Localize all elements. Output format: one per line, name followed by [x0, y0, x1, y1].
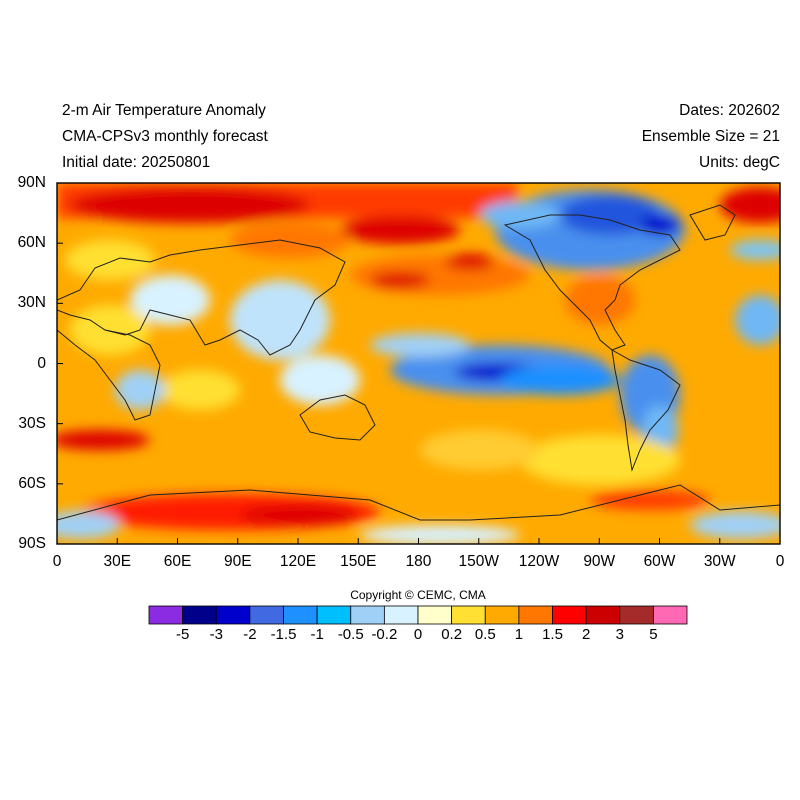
lon-label: 90E [223, 553, 252, 570]
lon-label: 30W [703, 553, 736, 570]
ensemble-size: Ensemble Size = 21 [641, 128, 780, 145]
colorbar-label: -3 [209, 626, 223, 643]
units-label: Units: degC [699, 154, 780, 171]
colorbar-swatch [451, 605, 486, 625]
colorbar-swatch [484, 605, 520, 625]
map-title: 2-m Air Temperature Anomaly [62, 102, 266, 119]
lon-label: 0 [775, 553, 785, 570]
colorbar-label: 1 [514, 626, 524, 643]
colorbar-swatch [417, 605, 453, 625]
colorbar-label: -0.5 [337, 626, 364, 643]
lon-label: 60E [163, 553, 192, 570]
colorbar-label: 2 [581, 626, 591, 643]
lat-label: 0 [37, 354, 46, 372]
lon-label: 90W [583, 553, 616, 570]
header-left: 2-m Air Temperature Anomaly CMA-CPSv3 mo… [62, 98, 268, 176]
lon-label: 120W [518, 553, 560, 570]
colorbar-label: -0.2 [371, 626, 398, 643]
lon-label: 150W [458, 553, 500, 570]
colorbar-swatch [182, 605, 217, 625]
lon-label: 0 [52, 553, 62, 570]
colorbar-swatch [585, 605, 621, 625]
colorbar-swatch [652, 605, 688, 625]
colorbar-swatch [619, 605, 654, 625]
colorbar-swatch [350, 605, 385, 625]
lon-label: 120E [279, 553, 317, 570]
colorbar-swatch [552, 605, 587, 625]
lon-label: 60W [643, 553, 676, 570]
colorbar-label: -1.5 [270, 626, 297, 643]
colorbar-label: -2 [243, 626, 257, 643]
colorbar-label: -1 [310, 626, 324, 643]
model-name: CMA-CPSv3 monthly forecast [62, 128, 268, 145]
colorbar-label: -5 [175, 626, 190, 643]
colorbar-swatch [148, 605, 184, 625]
lat-label: 60N [17, 234, 46, 252]
lat-label: 30S [18, 414, 46, 432]
lon-label: 180 [405, 553, 432, 570]
colorbar-swatch [249, 605, 284, 625]
coastlines [57, 204, 780, 521]
colorbar-label: 0.2 [441, 626, 463, 643]
lat-label: 60S [18, 474, 46, 492]
lon-label: 150E [340, 553, 377, 570]
colorbar-label: 5 [649, 626, 658, 643]
colorbar-label: 1.5 [542, 626, 563, 643]
colorbar-label: 0 [413, 626, 423, 643]
colorbar-swatch [283, 605, 318, 625]
anomaly-field [57, 183, 780, 544]
axis-ticks [56, 182, 781, 545]
lon-label: 30E [103, 553, 132, 570]
colorbar-swatch [383, 605, 419, 625]
copyright: Copyright © CEMC, CMA [350, 588, 486, 602]
forecast-dates: Dates: 202602 [679, 102, 780, 119]
lat-label: 90N [17, 174, 46, 191]
colorbar-label: 3 [615, 626, 624, 643]
colorbar-label: 0.5 [474, 626, 496, 643]
colorbar-swatch [518, 605, 553, 625]
header-right: Dates: 202602 Ensemble Size = 21 Units: … [642, 98, 780, 176]
initial-date: Initial date: 20250801 [62, 154, 211, 171]
colorbar-swatch [316, 605, 352, 625]
lat-label: 30N [17, 294, 46, 312]
colorbar-swatch [215, 605, 251, 625]
lat-label: 90S [18, 535, 46, 552]
